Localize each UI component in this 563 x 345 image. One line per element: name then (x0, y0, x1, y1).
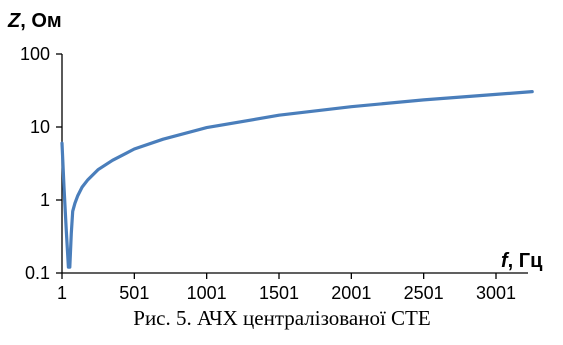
series-layer (60, 89, 534, 269)
figure-caption: Рис. 5. АЧХ централізованої СТЕ (133, 306, 430, 330)
y-axis-symbol: Z (7, 10, 21, 32)
x-tick-label: 2501 (404, 283, 444, 303)
series-line-0 (60, 89, 534, 269)
x-tick-label: 1501 (259, 283, 299, 303)
x-axis-symbol: f (501, 250, 510, 272)
x-tick-label: 3001 (476, 283, 516, 303)
y-tick-label: 100 (20, 44, 50, 64)
y-tick-label: 10 (30, 117, 50, 137)
axes (56, 53, 528, 279)
x-tick-label: 1001 (187, 283, 227, 303)
y-axis-title: Z, Ом (7, 10, 62, 32)
y-tick-label: 0.1 (25, 263, 50, 283)
y-tick-label: 1 (40, 190, 50, 210)
x-tick-label: 2001 (331, 283, 371, 303)
x-axis-unit: , Гц (508, 250, 543, 272)
x-axis-title: f, Гц (501, 250, 543, 272)
x-tick-label: 1 (57, 283, 67, 303)
x-tick-label: 501 (119, 283, 149, 303)
y-axis-unit: , Ом (20, 10, 61, 32)
